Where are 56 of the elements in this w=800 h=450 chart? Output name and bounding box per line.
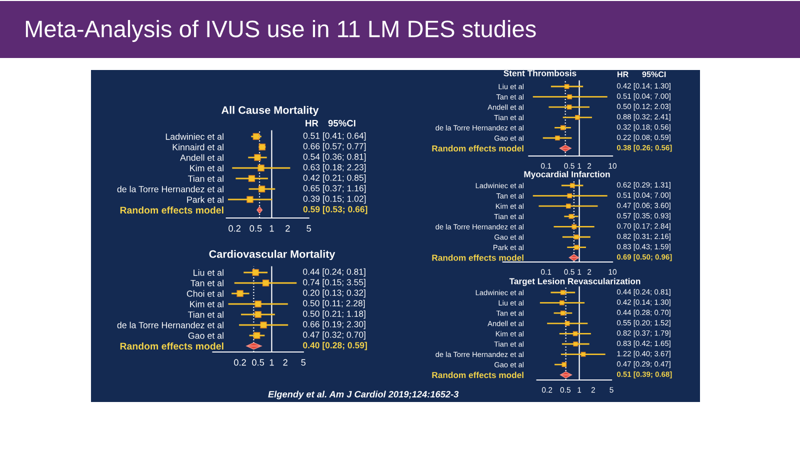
- data-label: 0.44 [0.24; 0.81]: [303, 268, 366, 277]
- data-label: 0.51 [0.41; 0.64]: [303, 132, 366, 141]
- y-tick-label: Kinnaird et al: [172, 144, 224, 150]
- data-label: 0.59 [0.53; 0.66]: [303, 206, 368, 214]
- x-tick-label: 5: [301, 359, 306, 366]
- text: Meta-Analysis of IVUS use in 11 LM DES studies: [26, 20, 536, 42]
- y-tick-label: Ladwiniec et al: [166, 133, 224, 140]
- y-tick-label: Andell et al: [180, 154, 224, 161]
- x-tick-label: 5: [306, 225, 311, 232]
- data-label: 0.66 [0.19; 2.30]: [303, 320, 366, 330]
- y-tick-label: Liu et al: [194, 269, 224, 276]
- y-tick-label: Kim et al: [190, 300, 224, 308]
- data-label: 0.65 [0.37; 1.16]: [303, 184, 366, 194]
- data-label: 0.20 [0.13; 0.32]: [303, 289, 366, 298]
- y-tick-label: Park et al: [187, 196, 224, 203]
- x-tick-label: 0.2: [228, 225, 240, 232]
- data-label: 0.66 [0.57; 0.77]: [303, 142, 366, 152]
- y-tick-label: Tian et al: [188, 175, 224, 182]
- x-tick-label: 1: [270, 225, 274, 232]
- x-tick-label: 2: [283, 359, 288, 366]
- text: HR: [618, 72, 628, 78]
- data-label: 0.50 [0.21; 1.18]: [303, 310, 366, 319]
- chart-title: Cardiovascular Mortality: [209, 250, 336, 260]
- y-tick-label: Random effects model: [120, 206, 224, 214]
- y-tick-label: de la Torre Hernandez et al: [117, 186, 224, 192]
- data-label: 0.54 [0.36; 0.81]: [303, 153, 366, 162]
- x-tick-label: 0.5: [252, 359, 264, 366]
- y-tick-label: de la Torre Hernandez et al: [117, 322, 224, 328]
- y-tick-label: Tian et al: [188, 311, 224, 318]
- y-tick-label: Gao et al: [188, 332, 224, 339]
- text: Elgendy et al. Am J Cardiol 2019;124:1652-3: [268, 390, 459, 400]
- y-tick-label: Choi et al: [186, 290, 224, 297]
- data-label: 0.63 [0.18; 2.23]: [303, 164, 366, 172]
- chart-title: All Cause Mortality: [222, 106, 319, 116]
- text: 95%CI: [642, 71, 666, 78]
- x-tick-label: 0.2: [234, 359, 246, 366]
- x-tick-label: 1: [270, 359, 274, 366]
- y-tick-label: Random effects model: [432, 372, 524, 378]
- x-tick-label: 2: [286, 225, 290, 232]
- y-tick-label: Random effects model: [432, 254, 524, 261]
- chart-title: Target Lesion Revascularization: [509, 278, 640, 286]
- text: 95%CI: [328, 120, 356, 126]
- data-label: 0.47 [0.32; 0.70]: [303, 331, 366, 340]
- y-tick-label: Random effects model: [432, 145, 524, 152]
- y-tick-label: Kim et al: [190, 164, 224, 172]
- data-label: 0.39 [0.15; 1.02]: [303, 195, 366, 204]
- data-label: 0.74 [0.15; 3.55]: [303, 278, 366, 288]
- chart-title: Stent Thrombosis: [504, 70, 576, 76]
- y-tick-label: Tan et al: [190, 280, 224, 286]
- data-label: 0.42 [0.21; 0.85]: [303, 174, 366, 183]
- data-label: 0.50 [0.11; 2.28]: [303, 300, 365, 308]
- data-label: 0.40 [0.28; 0.59]: [303, 342, 367, 350]
- y-tick-label: Random effects model: [120, 342, 224, 350]
- text: HR: [306, 120, 318, 126]
- x-tick-label: 0.5: [250, 225, 262, 232]
- chart-title: Myocardial Infarction: [524, 170, 610, 180]
